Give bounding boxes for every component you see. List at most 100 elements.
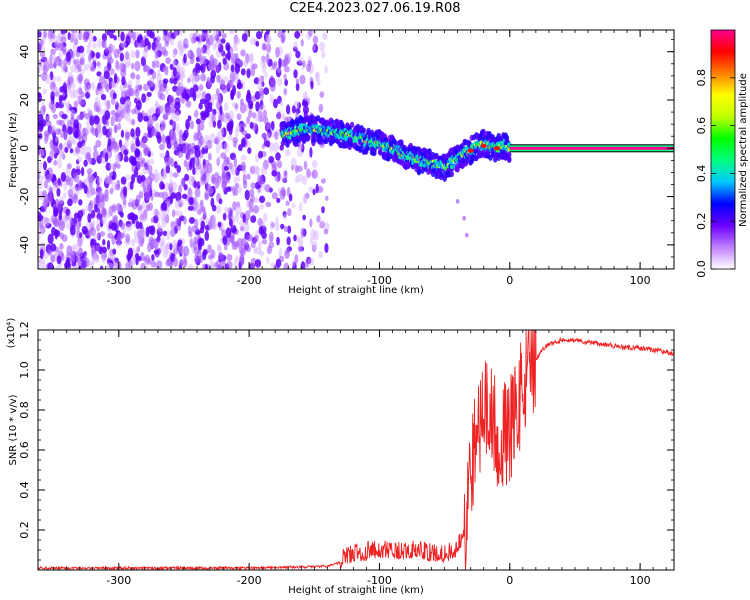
noise-blob bbox=[92, 35, 97, 42]
noise-blob bbox=[38, 167, 43, 173]
noise-blob bbox=[300, 143, 305, 153]
noise-blob bbox=[281, 32, 286, 43]
spectrogram-y-tick-label: 40 bbox=[18, 45, 31, 59]
noise-blob bbox=[270, 120, 275, 131]
noise-blob bbox=[248, 198, 254, 209]
noise-blob bbox=[296, 60, 303, 66]
noise-blob bbox=[286, 56, 291, 64]
noise-blob bbox=[147, 114, 153, 125]
noise-blob bbox=[39, 161, 43, 168]
noise-blob bbox=[216, 119, 222, 129]
noise-blob bbox=[161, 211, 165, 222]
noise-blob bbox=[204, 230, 210, 242]
noise-blob bbox=[211, 33, 217, 41]
noise-blob bbox=[110, 68, 115, 75]
noise-blob bbox=[217, 221, 222, 228]
noise-blob bbox=[245, 244, 252, 253]
noise-blob bbox=[218, 198, 223, 205]
noise-blob bbox=[260, 58, 267, 68]
noise-blob bbox=[236, 123, 242, 133]
noise-blob bbox=[140, 236, 145, 244]
noise-blob bbox=[138, 221, 143, 230]
noise-blob bbox=[152, 208, 158, 216]
noise-blob bbox=[219, 142, 224, 150]
noise-blob bbox=[245, 53, 250, 64]
noise-blob bbox=[176, 164, 182, 174]
noise-blob bbox=[234, 167, 240, 176]
noise-blob bbox=[171, 112, 177, 119]
noise-blob bbox=[187, 49, 194, 60]
noise-blob bbox=[54, 57, 59, 65]
noise-blob bbox=[69, 33, 75, 44]
noise-blob bbox=[53, 60, 57, 69]
noise-blob bbox=[47, 196, 54, 204]
noise-blob bbox=[104, 174, 110, 184]
noise-blob bbox=[150, 260, 157, 268]
noise-blob bbox=[266, 245, 273, 255]
noise-blob bbox=[49, 30, 56, 34]
noise-blob bbox=[179, 129, 183, 138]
noise-blob bbox=[99, 231, 106, 237]
noise-blob bbox=[95, 190, 102, 196]
noise-blob bbox=[315, 183, 319, 194]
noise-blob bbox=[38, 193, 42, 201]
noise-blob bbox=[125, 233, 130, 244]
noise-blob bbox=[260, 181, 266, 191]
noise-blob bbox=[214, 136, 220, 145]
noise-blob bbox=[175, 111, 180, 122]
noise-blob bbox=[201, 165, 207, 173]
noise-blob bbox=[155, 241, 159, 251]
noise-blob bbox=[275, 46, 280, 58]
noise-blob bbox=[60, 171, 67, 182]
noise-blob bbox=[158, 143, 165, 151]
noise-blob bbox=[127, 256, 131, 263]
noise-blob bbox=[240, 154, 247, 161]
noise-blob bbox=[45, 222, 52, 229]
noise-blob bbox=[263, 116, 269, 125]
noise-blob bbox=[199, 255, 204, 264]
noise-blob bbox=[101, 246, 107, 254]
noise-blob bbox=[240, 68, 246, 76]
snr-panel: -300 -200 -100 0 100 0.2 0.4 0.6 0.8 1.0 1.2 Heig… bbox=[6, 318, 675, 596]
noise-blob bbox=[50, 82, 54, 91]
noise-blob bbox=[254, 91, 261, 100]
noise-blob bbox=[169, 243, 173, 251]
noise-blob bbox=[258, 115, 265, 123]
noise-blob bbox=[108, 171, 113, 177]
signal-peak bbox=[467, 148, 474, 153]
noise-blob bbox=[135, 99, 142, 111]
noise-blob bbox=[270, 221, 275, 229]
noise-blob bbox=[319, 219, 325, 229]
noise-blob bbox=[312, 43, 319, 54]
noise-blob bbox=[257, 112, 263, 120]
noise-blob bbox=[305, 258, 310, 269]
noise-blob bbox=[281, 113, 286, 121]
spectrogram-y-tick-label: -20 bbox=[18, 188, 31, 206]
noise-blob bbox=[291, 105, 296, 114]
noise-blob bbox=[178, 39, 183, 51]
snr-x-tick-label: 0 bbox=[506, 574, 513, 587]
noise-blob bbox=[73, 119, 79, 129]
noise-blob bbox=[125, 35, 131, 46]
colorbar-ticks: 0.0 0.2 0.4 0.6 0.8 bbox=[695, 69, 735, 278]
noise-blob bbox=[302, 98, 308, 106]
noise-blob bbox=[315, 71, 321, 79]
noise-blob bbox=[170, 157, 175, 168]
noise-blob bbox=[181, 193, 188, 200]
noise-blob bbox=[101, 33, 108, 42]
noise-blob bbox=[209, 54, 215, 65]
noise-blob bbox=[187, 142, 192, 150]
noise-blob bbox=[76, 46, 81, 53]
noise-blob bbox=[58, 51, 63, 58]
noise-blob bbox=[195, 36, 201, 42]
noise-blob bbox=[229, 71, 236, 82]
noise-blob bbox=[280, 59, 286, 67]
noise-blob bbox=[138, 230, 144, 241]
noise-blob bbox=[248, 53, 254, 65]
noise-blob bbox=[242, 60, 249, 68]
noise-blob bbox=[205, 37, 209, 43]
noise-blob bbox=[65, 51, 71, 63]
noise-blob bbox=[93, 144, 98, 152]
noise-blob bbox=[136, 36, 142, 43]
noise-blob bbox=[43, 30, 47, 39]
